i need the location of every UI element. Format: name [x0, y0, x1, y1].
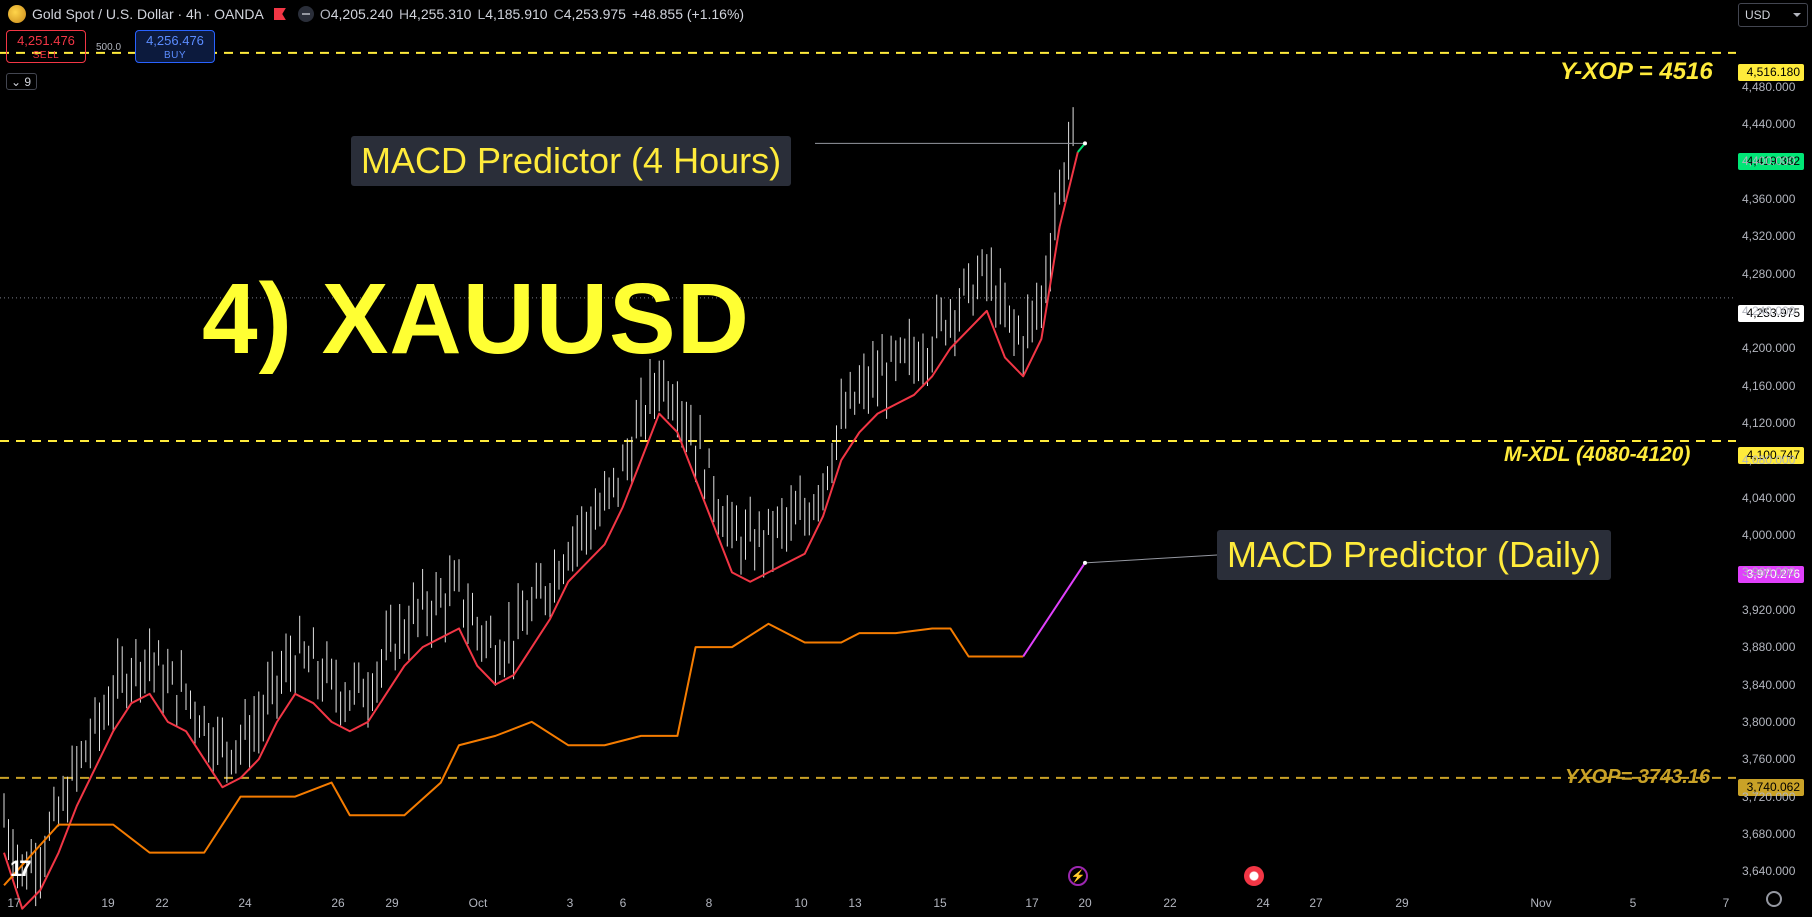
- price-axis-label: 4,360.000: [1742, 191, 1796, 206]
- price-axis-label: 3,920.000: [1742, 602, 1796, 617]
- price-axis-label: 4,320.000: [1742, 229, 1796, 244]
- price-tag-macd-4h: 4,419.382: [1738, 153, 1804, 170]
- macd-daily-projection: [1022, 562, 1086, 658]
- price-axis-label: 3,760.000: [1742, 752, 1796, 767]
- time-axis-label: 17: [7, 896, 21, 910]
- time-axis-label: 29: [1395, 896, 1409, 910]
- chevron-down-icon: ⌄: [11, 75, 25, 89]
- price-tag-level-mxdl: 4,100.747: [1738, 447, 1804, 464]
- us-flag-event-icon[interactable]: [1244, 866, 1264, 886]
- price-axis-label: 4,200.000: [1742, 341, 1796, 356]
- price-axis-label: 4,400.000: [1742, 154, 1796, 169]
- time-axis-label: 20: [1078, 896, 1092, 910]
- low-key: L: [477, 6, 486, 22]
- sell-button[interactable]: 4,251.476 SELL: [6, 30, 86, 63]
- spread-value: 500.0: [96, 42, 122, 53]
- price-axis-label: 3,720.000: [1742, 789, 1796, 804]
- callout-macd-4h[interactable]: MACD Predictor (4 Hours): [351, 136, 792, 186]
- callout-macd-daily[interactable]: MACD Predictor (Daily): [1217, 530, 1612, 580]
- low-value: 4,185.910: [485, 6, 548, 22]
- price-tag-level-yxop-3743: 3,740.062: [1738, 779, 1804, 796]
- time-axis-label: 24: [238, 896, 252, 910]
- time-axis-label: 3: [566, 896, 574, 910]
- close-key: C: [553, 6, 564, 22]
- change-value: +48.855 (+1.16%): [631, 6, 745, 22]
- flag-icon[interactable]: [273, 8, 286, 20]
- time-axis-label: Oct: [468, 896, 488, 910]
- price-axis-label: 3,840.000: [1742, 677, 1796, 692]
- time-axis-label: 19: [101, 896, 115, 910]
- price-axis-label: 3,680.000: [1742, 826, 1796, 841]
- time-axis-label: 26: [331, 896, 345, 910]
- level-label-yxop-4516[interactable]: Y-XOP = 4516: [1560, 58, 1713, 85]
- time-axis-label: 22: [1163, 896, 1177, 910]
- price-axis-label: 4,480.000: [1742, 79, 1796, 94]
- symbol-header: Gold Spot / U.S. Dollar · 4h · OANDA O 4,…: [0, 0, 744, 28]
- time-axis-label: 13: [848, 896, 862, 910]
- price-axis-label: 4,280.000: [1742, 266, 1796, 281]
- sell-label: SELL: [32, 50, 60, 61]
- indicators-count: 9: [24, 75, 32, 89]
- close-value: 4,253.975: [563, 6, 626, 22]
- time-axis-label: 7: [1722, 896, 1730, 910]
- level-label-yxop-3743[interactable]: YXOP= 3743.16: [1565, 766, 1711, 788]
- symbol-title[interactable]: Gold Spot / U.S. Dollar · 4h · OANDA: [32, 6, 264, 22]
- price-axis-label: 3,880.000: [1742, 640, 1796, 655]
- high-key: H: [399, 6, 410, 22]
- time-axis-label: Nov: [1530, 896, 1552, 910]
- price-tag-last: 4,253.975: [1738, 305, 1804, 322]
- buy-button[interactable]: 4,256.476 BUY: [135, 30, 215, 63]
- collapse-icon[interactable]: [297, 6, 314, 22]
- time-axis-label: 27: [1309, 896, 1323, 910]
- gold-coin-icon: [8, 5, 26, 23]
- open-value: 4,205.240: [330, 6, 394, 22]
- macd-4h-line: [3, 151, 1079, 910]
- time-axis-label: 15: [933, 896, 947, 910]
- gear-icon[interactable]: [1766, 891, 1782, 907]
- buy-price: 4,256.476: [146, 33, 204, 48]
- time-axis-label: 5: [1629, 896, 1637, 910]
- time-axis-label: 17: [1025, 896, 1039, 910]
- time-axis-label: 10: [794, 896, 808, 910]
- price-axis-label: 4,040.000: [1742, 490, 1796, 505]
- callout-daily-leader: [1084, 554, 1218, 564]
- macd-daily-line: [3, 622, 1024, 886]
- buy-label: BUY: [163, 50, 187, 61]
- macd-4h-endpoint: [1083, 141, 1087, 146]
- price-tag-level-yxop: 4,516.180: [1738, 64, 1804, 81]
- high-value: 4,255.310: [409, 6, 472, 22]
- price-axis-label: 4,080.000: [1742, 453, 1796, 468]
- price-axis-label: 4,240.000: [1742, 303, 1796, 318]
- price-axis-label: 4,000.000: [1742, 528, 1796, 543]
- price-axis-label: 4,440.000: [1742, 117, 1796, 132]
- price-axis-label: 4,160.000: [1742, 378, 1796, 393]
- currency-select[interactable]: USD: [1738, 3, 1808, 27]
- price-tag-macd-daily: 3,970.276: [1738, 566, 1804, 583]
- time-axis-label: 8: [705, 896, 713, 910]
- level-label-mxdl[interactable]: M-XDL (4080-4120): [1504, 443, 1691, 466]
- open-key: O: [319, 6, 331, 22]
- price-axis-label: 4,120.000: [1742, 415, 1796, 430]
- lightning-event-icon[interactable]: ⚡: [1068, 866, 1088, 886]
- sell-price: 4,251.476: [17, 33, 75, 48]
- time-axis-label: 6: [619, 896, 627, 910]
- chart-title-annotation[interactable]: 4) XAUUSD: [202, 263, 750, 375]
- price-axis-label: 3,800.000: [1742, 714, 1796, 729]
- macd-daily-endpoint: [1083, 560, 1087, 565]
- tradingview-logo-icon[interactable]: 17: [10, 856, 32, 881]
- time-axis-label: 29: [385, 896, 399, 910]
- price-axis-label: 3,640.000: [1742, 864, 1796, 879]
- indicators-toggle-button[interactable]: ⌄ 9: [6, 73, 37, 90]
- time-axis-label: 22: [155, 896, 169, 910]
- price-axis-label: 3,960.000: [1742, 565, 1796, 580]
- time-axis-label: 24: [1256, 896, 1270, 910]
